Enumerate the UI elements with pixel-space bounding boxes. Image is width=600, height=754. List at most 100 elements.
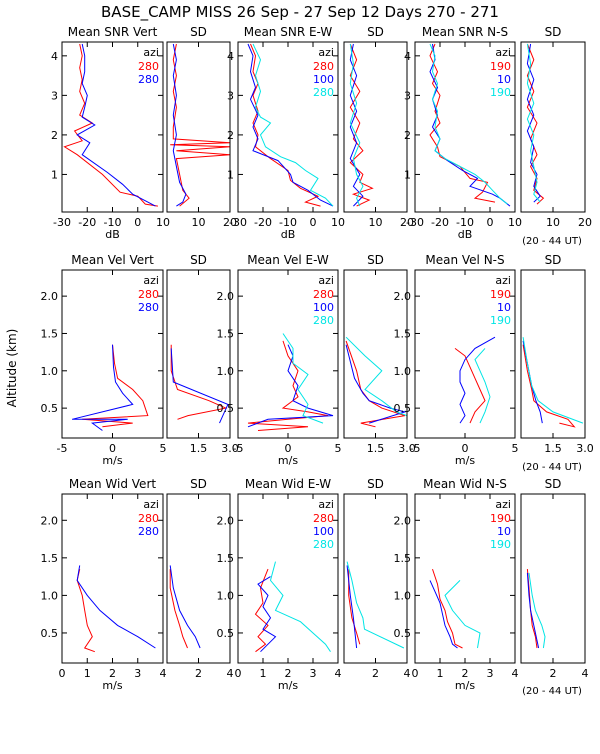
x-tick-label: 10 <box>156 216 170 229</box>
legend-entry: 100 <box>313 525 334 538</box>
legend-entry: 10 <box>497 525 511 538</box>
x-axis-label: m/s <box>455 454 475 467</box>
y-tick-label: 0.5 <box>394 627 412 640</box>
x-tick-label: 5 <box>335 442 342 455</box>
panel-15: Mean Wid E-W0 1 2 3 40.51.01.52.0m/sazi28010… <box>217 477 342 692</box>
x-tick-label: 4 <box>160 667 167 680</box>
series-line-2 <box>247 43 334 207</box>
panel-18: SD 2 4 <box>520 477 589 680</box>
y-tick-label: 2 <box>51 129 58 142</box>
panel-title: Mean SNR N-S <box>422 25 508 39</box>
panel-3: Mean SNR E-W-30 -20 -10 0 101234dBazi2801002… <box>227 25 345 241</box>
x-tick-label: 2 <box>285 667 292 680</box>
panel-title: Mean Vel N-S <box>425 253 504 267</box>
series-line-3 <box>346 561 405 649</box>
legend-entry: 100 <box>313 73 334 86</box>
x-tick-label: 10 <box>546 216 560 229</box>
x-tick-label: 0 <box>109 442 116 455</box>
x-tick-label: -30 <box>229 216 247 229</box>
y-tick-label: 0.5 <box>217 402 235 415</box>
panel-title: SD <box>545 253 562 267</box>
legend-entry: 190 <box>490 538 511 551</box>
x-tick-label: -20 <box>78 216 96 229</box>
series-line-2 <box>71 344 134 431</box>
series-line-3 <box>282 333 324 424</box>
x-axis-label: m/s <box>102 454 122 467</box>
x-tick-label: 2 <box>462 667 469 680</box>
x-tick-label: 1 <box>84 667 91 680</box>
x-tick-label: 2 <box>550 667 557 680</box>
series-line-1 <box>247 340 329 431</box>
legend-header: azi <box>495 498 511 511</box>
series-line-2 <box>429 580 458 649</box>
y-tick-label: 3 <box>51 89 58 102</box>
series-line-3 <box>526 43 541 203</box>
panel-11: Mean Vel N-S-5 0 50.51.01.52.0m/sazi190101… <box>394 253 519 467</box>
x-tick-label: 4 <box>512 667 519 680</box>
ut-note-row1: (20 - 44 UT) <box>522 236 582 247</box>
x-tick-label: -10 <box>456 216 474 229</box>
x-axis-label: dB <box>281 228 296 241</box>
panel-title: Mean Vel E-W <box>247 253 329 267</box>
legend-header: azi <box>495 46 511 59</box>
legend-entry: 280 <box>313 314 334 327</box>
x-tick-label: 4 <box>404 667 411 680</box>
y-tick-label: 1.5 <box>217 327 235 340</box>
ut-note-row3: (20 - 44 UT) <box>522 686 582 697</box>
legend-header: azi <box>318 46 334 59</box>
series-line-1 <box>82 344 149 428</box>
x-tick-label: 2 <box>195 667 202 680</box>
series-line-2 <box>349 43 364 207</box>
panel-16: SD 2 4 <box>343 477 411 680</box>
legend-entry: 280 <box>313 538 334 551</box>
legend-header: azi <box>318 498 334 511</box>
panel-8: SD 1.5 3.0 <box>166 253 239 455</box>
x-tick-label: -20 <box>254 216 272 229</box>
legend-entry: 280 <box>138 60 159 73</box>
x-tick-label: 1 <box>437 667 444 680</box>
panel-title: SD <box>545 25 562 39</box>
legend-entry: 280 <box>138 301 159 314</box>
x-tick-label: 20 <box>223 216 237 229</box>
panel-title: Mean Wid E-W <box>245 477 331 491</box>
series-line-2 <box>172 43 187 207</box>
panel-title: Mean SNR Vert <box>68 25 158 39</box>
series-line-1 <box>170 344 228 420</box>
x-tick-label: 0 <box>134 216 141 229</box>
y-tick-label: 2.0 <box>41 514 59 527</box>
series-line-1 <box>254 568 269 653</box>
x-tick-label: 10 <box>369 216 383 229</box>
panel-7: Mean Vel Vert-5 0 50.51.01.52.0m/sazi28028… <box>41 253 167 467</box>
panel-title: Mean SNR E-W <box>244 25 333 39</box>
y-tick-label: 2.0 <box>394 290 412 303</box>
panel-frame <box>520 269 586 439</box>
y-tick-label: 3 <box>404 89 411 102</box>
x-tick-label: 10 <box>192 216 206 229</box>
legend-header: azi <box>495 274 511 287</box>
legend-entry: 10 <box>497 301 511 314</box>
panel-14: SD 2 4 <box>166 477 234 680</box>
y-tick-label: 1.0 <box>41 589 59 602</box>
series-line-2 <box>257 576 277 653</box>
series-line-1 <box>454 348 486 424</box>
legend-header: azi <box>143 498 159 511</box>
x-tick-label: -10 <box>104 216 122 229</box>
series-line-2 <box>76 565 156 649</box>
x-tick-label: 10 <box>508 216 522 229</box>
y-tick-label: 1.5 <box>41 327 59 340</box>
series-line-1 <box>345 340 406 428</box>
legend-entry: 280 <box>138 73 159 86</box>
x-tick-label: 3 <box>134 667 141 680</box>
legend-entry: 280 <box>313 86 334 99</box>
x-tick-label: 4 <box>582 667 589 680</box>
series-line-2 <box>169 565 201 649</box>
x-axis-label: dB <box>105 228 120 241</box>
x-tick-label: -30 <box>406 216 424 229</box>
series-line-1 <box>432 568 463 649</box>
y-tick-label: 1.5 <box>394 327 412 340</box>
y-tick-label: 2 <box>227 129 234 142</box>
y-tick-label: 1 <box>51 168 58 181</box>
y-tick-label: 4 <box>227 50 234 63</box>
